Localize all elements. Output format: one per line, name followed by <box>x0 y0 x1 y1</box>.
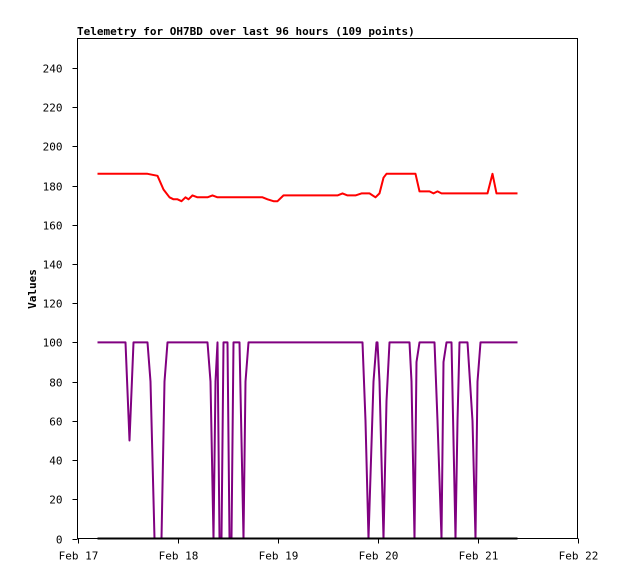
x-tick-label: Feb 17 <box>59 550 99 563</box>
y-tick-label: 20 <box>49 494 62 507</box>
series-group <box>97 172 518 540</box>
y-tick-label: 80 <box>49 377 62 390</box>
y-tick-label: 220 <box>43 102 63 115</box>
x-tick-label: Feb 19 <box>259 550 299 563</box>
y-tick-label: 120 <box>43 298 63 311</box>
y-tick-label: 200 <box>43 141 63 154</box>
y-axis-label: Values <box>26 269 39 309</box>
y-tick-label: 140 <box>43 259 63 272</box>
x-tick-label: Feb 21 <box>459 550 499 563</box>
y-tick-label: 40 <box>49 455 62 468</box>
series-line-2 <box>97 341 518 540</box>
y-tick-label: 60 <box>49 416 62 429</box>
x-tick-label: Feb 22 <box>559 550 599 563</box>
y-tick-label: 180 <box>43 181 63 194</box>
y-tick-label: 100 <box>43 337 63 350</box>
x-tick-label: Feb 18 <box>159 550 199 563</box>
series-line-1 <box>97 172 518 203</box>
y-tick-label: 240 <box>43 63 63 76</box>
y-ticks: 0 20 40 60 80 100 120 140 160 180 200 220 240 <box>43 63 78 547</box>
y-tick-label: 160 <box>43 220 63 233</box>
x-tick-label: Feb 20 <box>359 550 399 563</box>
y-tick-label: 0 <box>56 534 63 547</box>
x-ticks: Feb 17 Feb 18 Feb 19 Feb 20 Feb 21 Feb 22 <box>59 538 599 563</box>
chart-title: Telemetry for OH7BD over last 96 hours (… <box>77 25 415 38</box>
